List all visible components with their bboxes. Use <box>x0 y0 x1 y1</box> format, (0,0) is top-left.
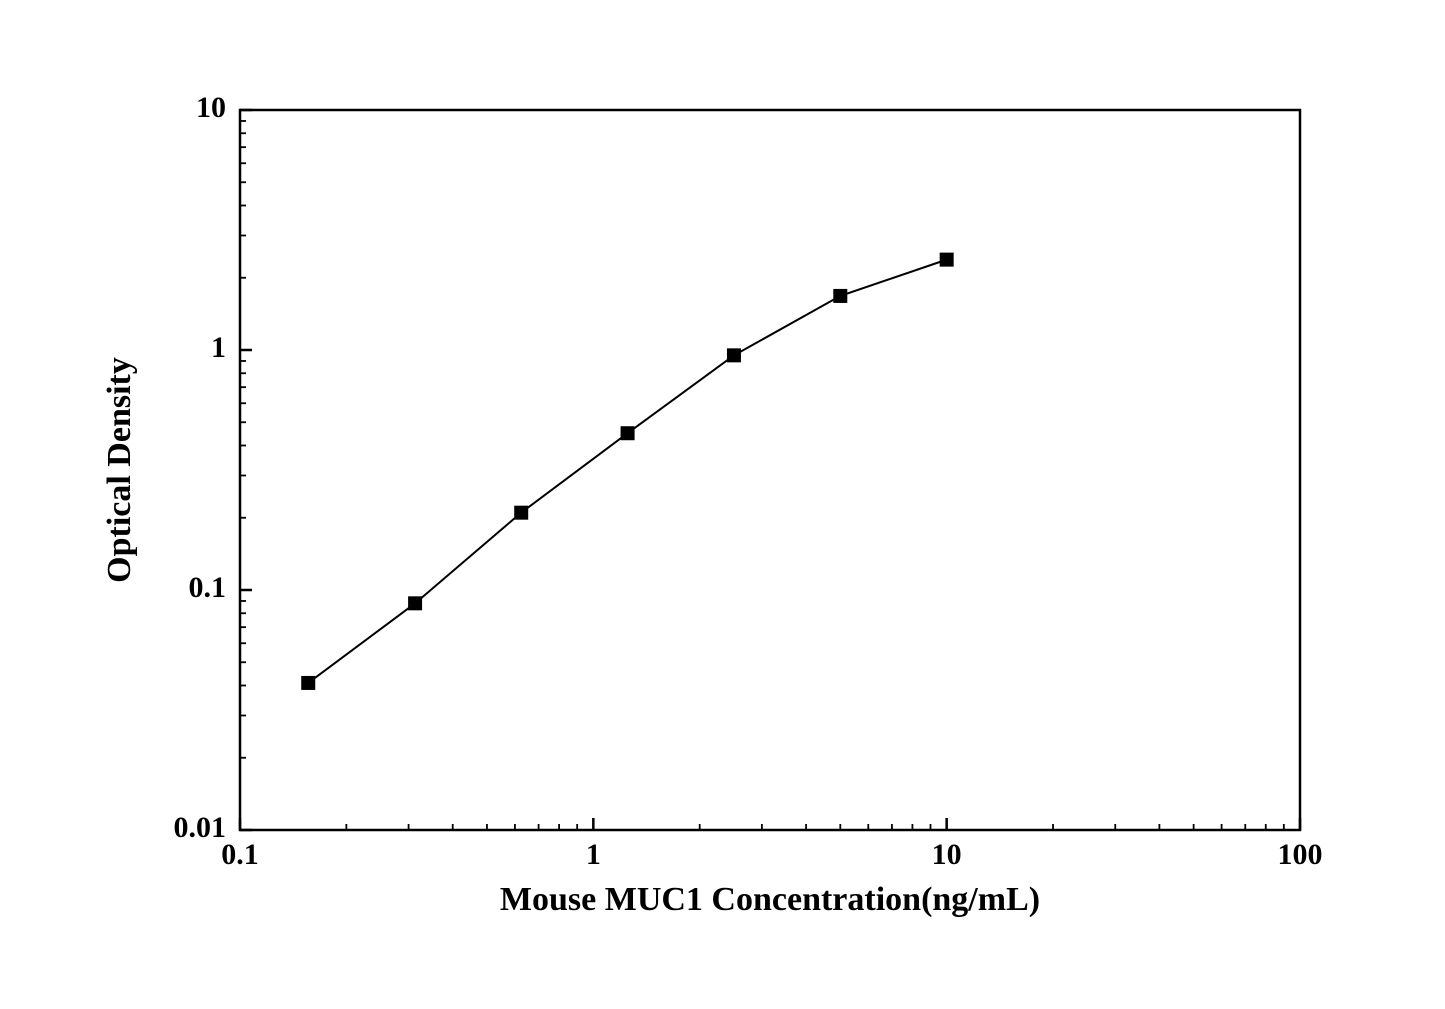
data-point <box>940 253 954 267</box>
y-axis-label: Optical Density <box>101 357 138 583</box>
svg-text:0.1: 0.1 <box>221 838 259 871</box>
chart-container: 0.11101000.010.1110 Mouse MUC1 Concentra… <box>0 0 1445 1009</box>
data-point <box>621 426 635 440</box>
svg-text:10: 10 <box>196 91 226 124</box>
data-point <box>833 289 847 303</box>
svg-text:100: 100 <box>1278 838 1323 871</box>
data-point <box>727 348 741 362</box>
svg-text:1: 1 <box>211 331 226 364</box>
svg-text:10: 10 <box>932 838 962 871</box>
x-axis-label: Mouse MUC1 Concentration(ng/mL) <box>500 881 1040 918</box>
svg-text:1: 1 <box>586 838 601 871</box>
plot-background <box>240 110 1300 830</box>
data-point <box>301 676 315 690</box>
standard-curve-chart: 0.11101000.010.1110 Mouse MUC1 Concentra… <box>0 0 1445 1009</box>
svg-text:0.01: 0.01 <box>174 811 227 844</box>
svg-text:0.1: 0.1 <box>189 571 227 604</box>
data-point <box>408 596 422 610</box>
data-point <box>514 506 528 520</box>
